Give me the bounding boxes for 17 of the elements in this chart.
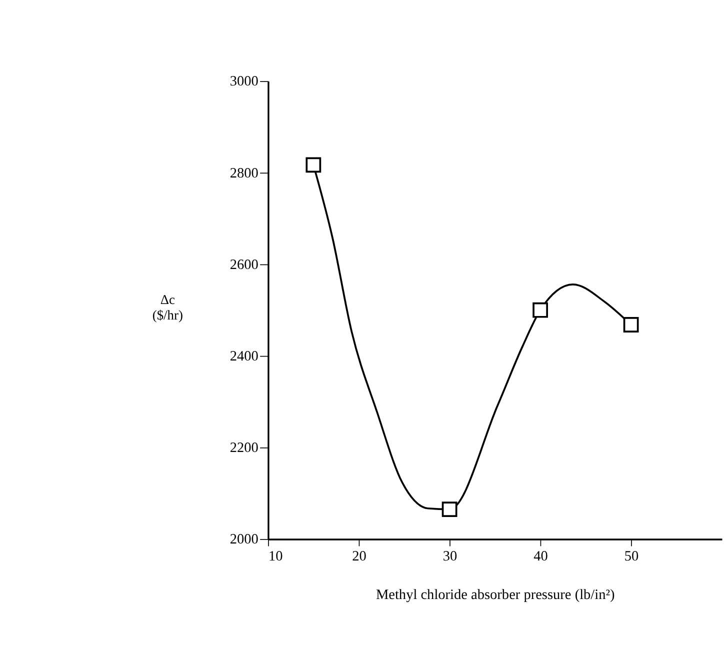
y-tick-label: 2400 (230, 348, 258, 365)
x-tick-label: 50 (624, 548, 639, 564)
point (532, 302, 548, 318)
y-tick-label: 2600 (230, 256, 258, 273)
x-tick-label: 20 (352, 548, 366, 564)
point (306, 157, 322, 173)
x-axis-title: Methyl chloride absorber pressure (lb/in²) (376, 587, 615, 604)
y-tick-label: 2800 (230, 165, 258, 182)
y-tick-label: 2000 (230, 532, 258, 548)
y-tick-label: 2200 (230, 440, 258, 456)
point (442, 502, 458, 518)
y-tick-label: 3000 (230, 74, 258, 90)
point (623, 317, 639, 332)
y-axis-title: Δc ($/hr) (152, 292, 183, 322)
x-tick-label: 10 (268, 548, 283, 564)
x-tick-label: 40 (534, 548, 548, 564)
x-tick-label: 30 (442, 548, 458, 564)
